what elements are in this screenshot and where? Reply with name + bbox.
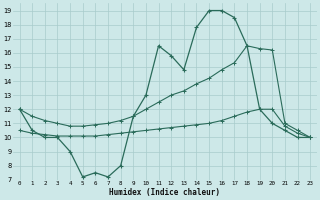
- X-axis label: Humidex (Indice chaleur): Humidex (Indice chaleur): [109, 188, 220, 197]
